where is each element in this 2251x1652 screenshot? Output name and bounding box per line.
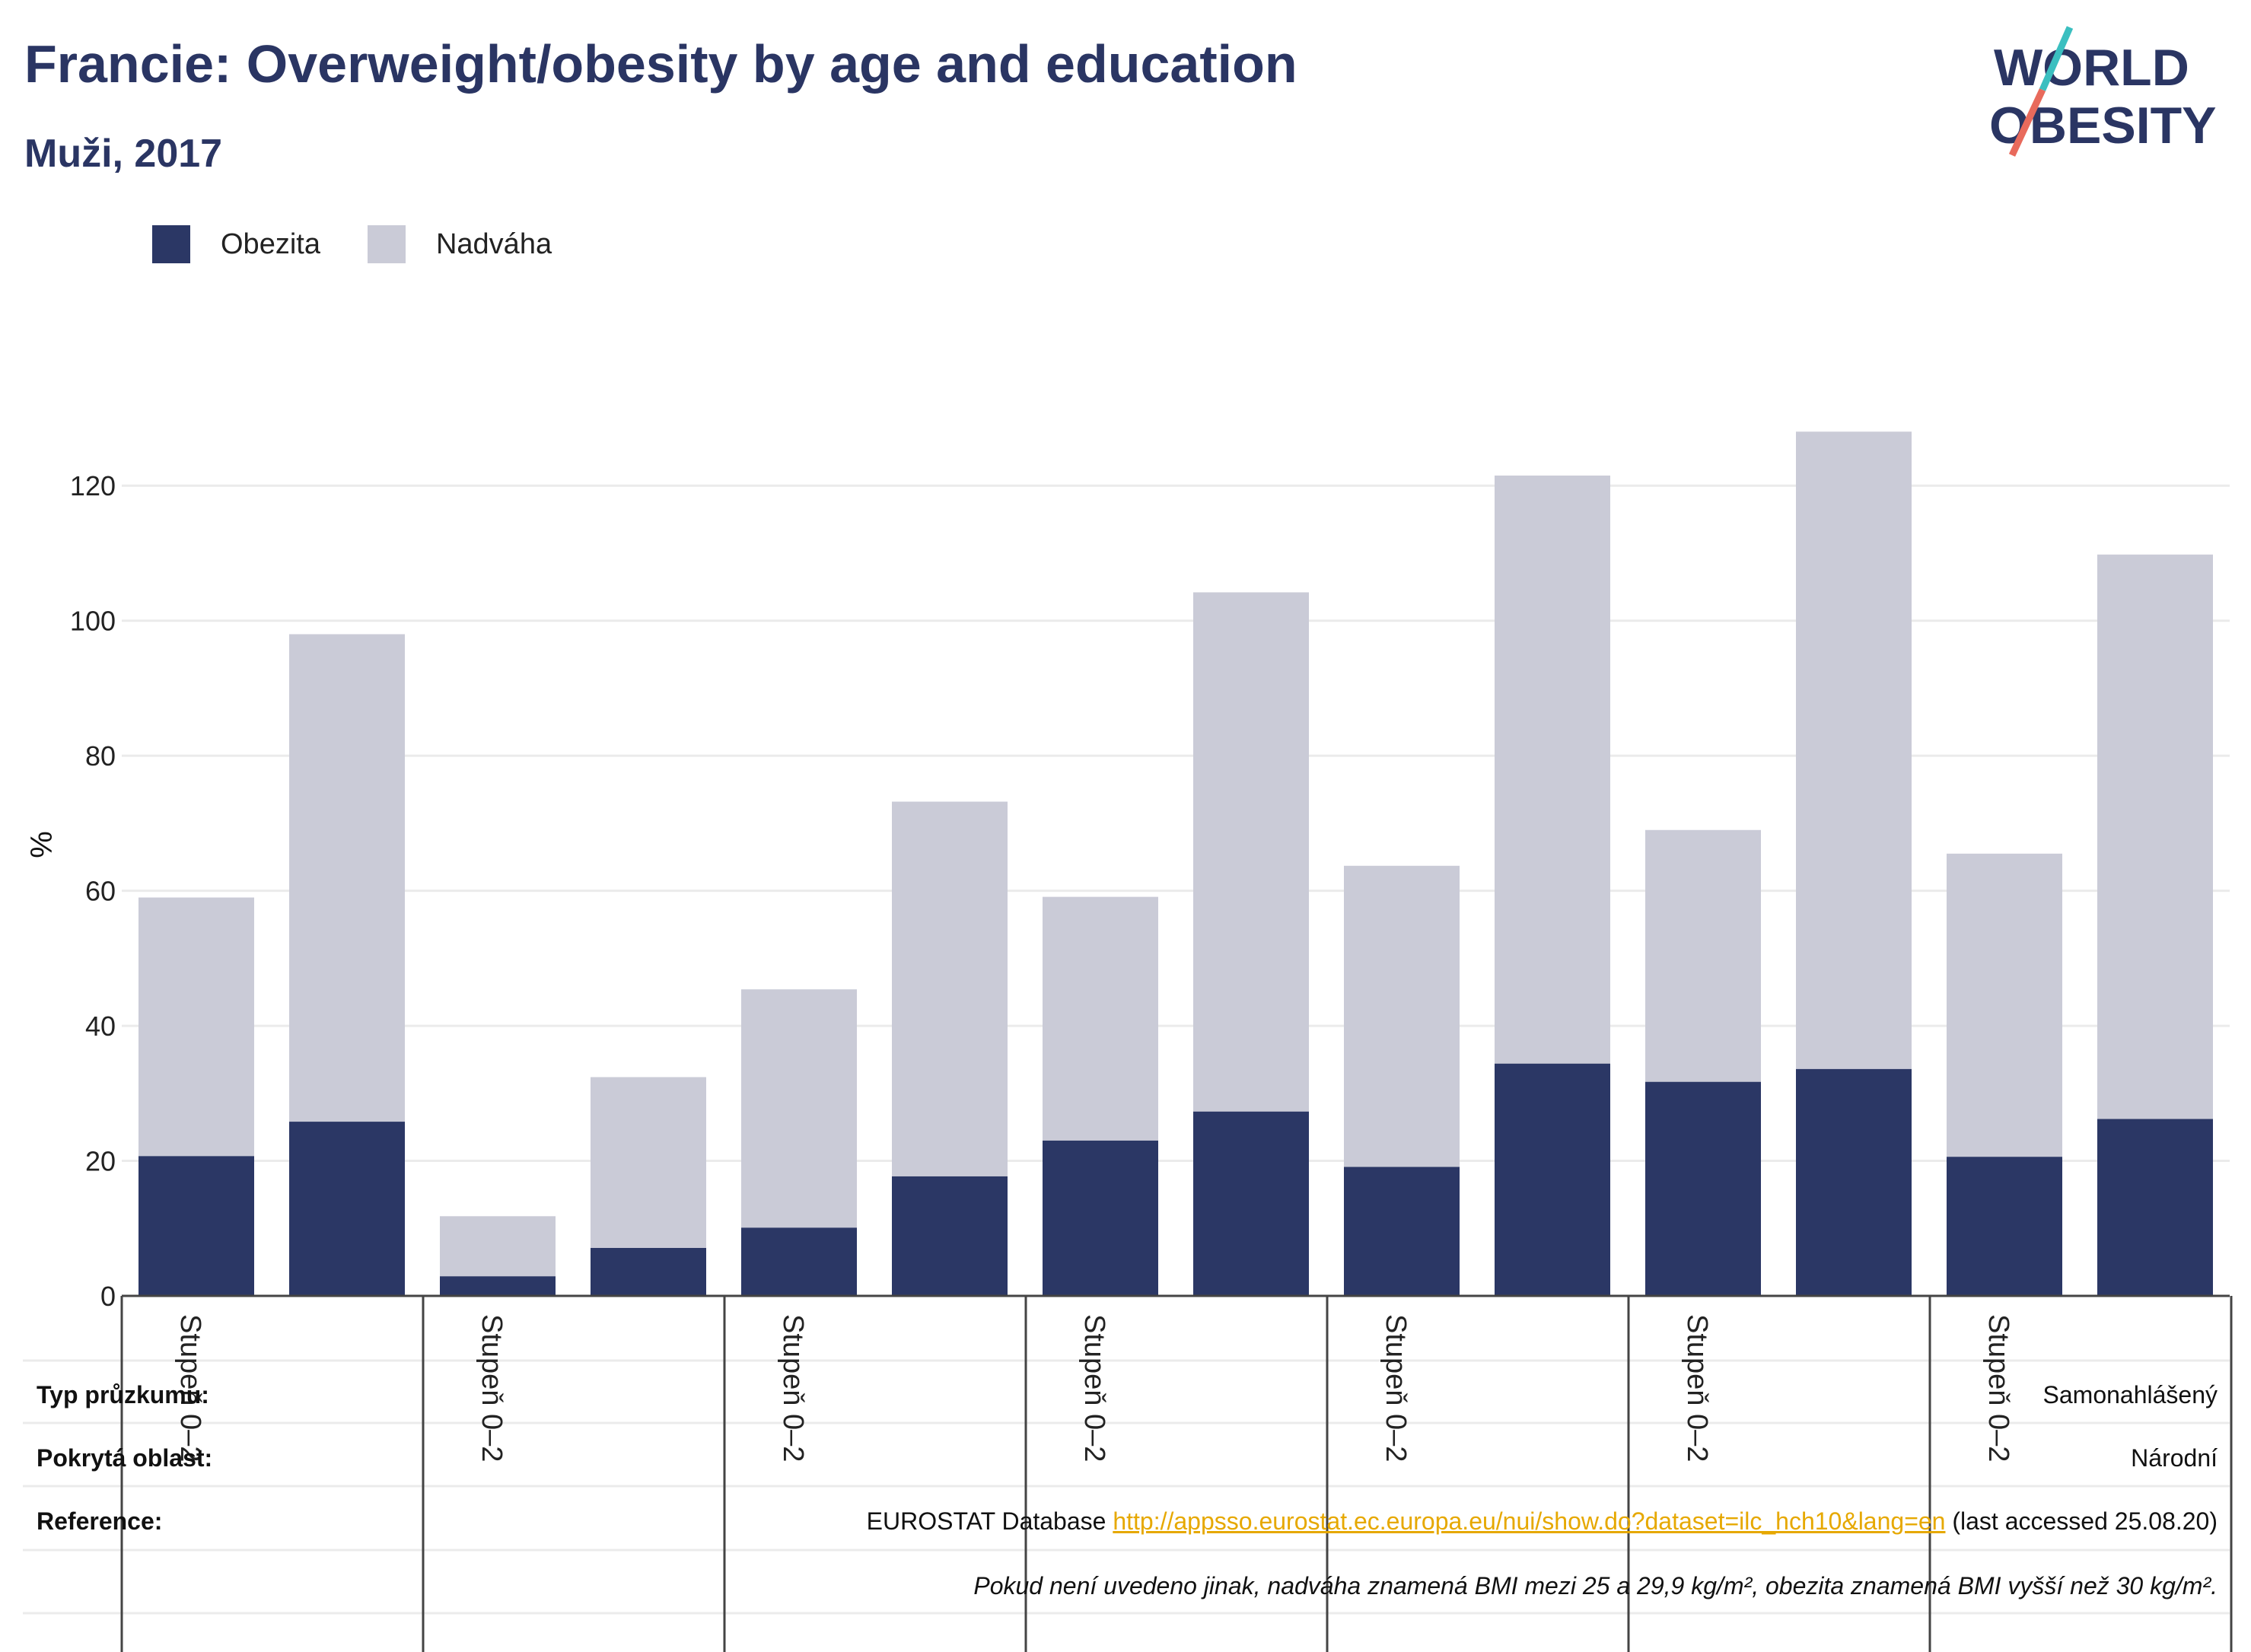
bar-nadvaha[interactable]	[591, 1077, 706, 1249]
bar-obezita[interactable]	[440, 1276, 556, 1296]
y-tick-label: 80	[85, 740, 116, 772]
bar-nadvaha[interactable]	[1344, 865, 1460, 1167]
bar-obezita[interactable]	[741, 1227, 857, 1296]
legend-swatch-obezita	[152, 225, 190, 263]
legend: Obezita Nadváha	[152, 225, 599, 263]
bar-obezita[interactable]	[1193, 1111, 1309, 1296]
bar-nadvaha[interactable]	[1947, 853, 2062, 1157]
y-tick-label: 60	[85, 876, 116, 907]
bar-nadvaha[interactable]	[2097, 554, 2213, 1119]
legend-label-nadvaha: Nadváha	[435, 228, 552, 260]
bar-nadvaha[interactable]	[741, 989, 857, 1228]
bar-obezita[interactable]	[1645, 1081, 1761, 1296]
bar-nadvaha[interactable]	[440, 1216, 556, 1277]
x-group-label: Stupeň 0–2	[1681, 1314, 1713, 1462]
y-axis-label: %	[25, 831, 59, 858]
grid-lines	[122, 484, 2230, 1163]
bar-nadvaha[interactable]	[1043, 896, 1158, 1141]
bar-nadvaha[interactable]	[1193, 592, 1309, 1112]
bar-obezita[interactable]	[1043, 1140, 1158, 1296]
table-row-lines	[23, 1359, 2230, 1615]
y-tick-labels: 0 20 40 60 80 100 120	[70, 470, 116, 1312]
y-tick-label: 0	[100, 1281, 116, 1312]
x-group-label: Stupeň 0–2	[1380, 1314, 1412, 1462]
bar-obezita[interactable]	[1796, 1068, 1912, 1296]
bar-nadvaha[interactable]	[1495, 475, 1610, 1064]
bar-obezita[interactable]	[591, 1248, 706, 1296]
world-obesity-logo: WORLD OBESITY	[1989, 26, 2217, 157]
x-group-label: Stupeň 0–2	[1982, 1314, 2014, 1462]
logo-line1: WORLD	[1994, 39, 2189, 97]
bar-nadvaha[interactable]	[1645, 829, 1761, 1082]
bar-nadvaha[interactable]	[892, 801, 1008, 1176]
x-group-label: Stupeň 0–2	[1078, 1314, 1110, 1462]
axes	[120, 1294, 2233, 1652]
legend-item-obezita[interactable]: Obezita	[152, 225, 320, 263]
chart-title: Francie: Overweight/obesity by age and e…	[24, 34, 1297, 94]
bar-obezita[interactable]	[1495, 1063, 1610, 1296]
x-group-label: Stupeň 0–2	[174, 1314, 206, 1462]
logo-slash-teal	[2039, 26, 2074, 91]
legend-label-obezita: Obezita	[221, 228, 320, 260]
bar-obezita[interactable]	[289, 1122, 405, 1296]
x-group-label: Stupeň 0–2	[476, 1314, 508, 1462]
bar-obezita[interactable]	[1947, 1157, 2062, 1296]
bar-nadvaha[interactable]	[138, 897, 254, 1157]
bar-obezita[interactable]	[892, 1176, 1008, 1296]
y-tick-label: 40	[85, 1011, 116, 1042]
y-tick-label: 20	[85, 1146, 116, 1177]
chart-subtitle: Muži, 2017	[24, 132, 223, 176]
reference-link[interactable]: http://appsso.eurostat.ec.europa.eu/nui/…	[1113, 1507, 1946, 1535]
bar-nadvaha[interactable]	[1796, 431, 1912, 1069]
x-group-label: Stupeň 0–2	[777, 1314, 809, 1462]
bar-nadvaha[interactable]	[289, 634, 405, 1122]
bar-obezita[interactable]	[138, 1156, 254, 1296]
bars	[138, 431, 2213, 1296]
y-tick-label: 120	[70, 470, 116, 501]
legend-swatch-nadvaha	[367, 225, 406, 263]
logo-slash-coral	[2008, 88, 2046, 157]
legend-item-nadvaha[interactable]: Nadváha	[367, 225, 552, 263]
x-group-labels: Stupeň 0–2 Stupeň 0–2 Stupeň 0–2 Stupeň 0–2…	[174, 1314, 2014, 1462]
bar-obezita[interactable]	[1344, 1167, 1460, 1296]
bar-obezita[interactable]	[2097, 1119, 2213, 1296]
y-tick-label: 100	[70, 606, 116, 637]
